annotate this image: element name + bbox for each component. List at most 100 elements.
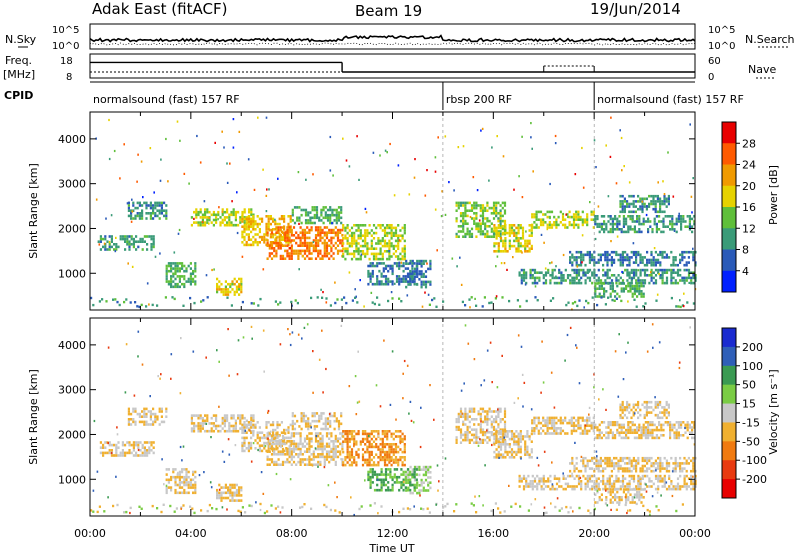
echo-cell <box>503 222 507 225</box>
echo-cell <box>499 437 503 441</box>
echo-cell <box>641 197 644 201</box>
echo-cell <box>625 436 628 440</box>
echo-cell <box>235 280 238 283</box>
echo-cell <box>607 282 610 285</box>
echo-cell <box>400 280 403 283</box>
echo-cell <box>611 290 614 293</box>
echo-cell <box>466 222 469 225</box>
echo-cell <box>420 262 423 265</box>
echo-cell <box>313 216 316 220</box>
echo-cell <box>252 243 255 247</box>
echo-cell <box>308 445 311 448</box>
echo-cell <box>597 253 600 257</box>
echo-cell <box>232 213 235 217</box>
near-range-cell <box>200 300 203 303</box>
echo-cell <box>479 209 482 212</box>
echo-cell <box>252 235 255 239</box>
echo-cell <box>519 237 522 240</box>
echo-cell <box>193 414 196 417</box>
echo-cell <box>245 222 248 226</box>
echo-cell <box>371 481 374 484</box>
echo-cell <box>227 491 230 495</box>
echo-cell <box>379 257 382 261</box>
echo-cell <box>355 239 358 243</box>
echo-cell <box>513 450 516 454</box>
echo-cell <box>473 222 476 225</box>
echo-cell <box>252 228 255 231</box>
noise-sky-trace <box>89 34 696 43</box>
echo-cell <box>124 237 127 241</box>
echo-cell <box>320 211 323 214</box>
echo-cell <box>643 271 647 274</box>
echo-cell <box>630 194 633 198</box>
echo-cell <box>577 226 580 229</box>
echo-cell <box>530 448 533 451</box>
echo-cell <box>185 481 188 484</box>
speckle-cell <box>673 229 676 232</box>
echo-cell <box>648 261 651 264</box>
echo-cell <box>154 420 157 424</box>
echo-cell <box>468 441 471 444</box>
echo-cell <box>311 208 314 212</box>
echo-cell <box>531 427 534 430</box>
echo-cell <box>104 441 107 444</box>
echo-cell <box>520 276 523 280</box>
echo-cell <box>250 436 253 440</box>
echo-cell <box>353 437 356 441</box>
echo-cell <box>403 437 406 441</box>
echo-cell <box>636 287 639 290</box>
echo-cell <box>288 228 291 232</box>
echo-cell <box>628 202 631 206</box>
echo-cell <box>418 270 421 273</box>
echo-cell <box>637 276 640 280</box>
echo-cell <box>319 234 322 237</box>
echo-cell <box>484 206 487 210</box>
speckle-cell <box>148 303 150 306</box>
echo-cell <box>397 255 400 258</box>
echo-cell <box>618 282 621 285</box>
echo-cell <box>546 226 549 229</box>
echo-cell <box>336 440 340 443</box>
echo-cell <box>636 220 639 223</box>
echo-cell <box>195 216 198 219</box>
echo-cell <box>199 221 202 224</box>
echo-cell <box>375 252 378 256</box>
echo-cell <box>328 252 331 255</box>
echo-cell <box>372 440 376 443</box>
echo-cell <box>330 239 333 242</box>
echo-cell <box>276 222 279 226</box>
echo-cell <box>400 277 403 281</box>
echo-cell <box>495 206 498 210</box>
speckle-cell <box>386 151 388 154</box>
echo-cell <box>130 235 133 238</box>
echo-cell <box>183 481 186 484</box>
echo-cell <box>651 230 654 234</box>
echo-cell <box>281 254 285 258</box>
echo-cell <box>145 420 148 424</box>
echo-cell <box>653 217 656 221</box>
echo-cell <box>667 411 670 414</box>
echo-cell <box>486 410 489 413</box>
echo-cell <box>614 421 617 424</box>
echo-cell <box>130 237 133 241</box>
echo-cell <box>566 276 570 280</box>
echo-cell <box>415 468 418 471</box>
echo-cell <box>670 279 673 282</box>
echo-cell <box>645 400 648 404</box>
echo-cell <box>400 473 403 476</box>
speckle-cell <box>176 120 179 123</box>
echo-cell <box>152 423 155 426</box>
echo-cell <box>299 450 302 453</box>
echo-cell <box>686 423 689 427</box>
echo-cell <box>254 423 257 427</box>
echo-cell <box>176 491 179 495</box>
cpid-segments: normalsound (fast) 157 RF rbsp 200 RF norm… <box>93 82 744 110</box>
echo-cell <box>399 252 402 256</box>
echo-cell <box>154 412 157 416</box>
echo-cell <box>519 456 522 459</box>
echo-cell <box>156 201 159 205</box>
echo-cell <box>479 204 482 207</box>
echo-cell <box>677 434 680 437</box>
echo-cell <box>535 218 538 221</box>
echo-cell <box>638 292 641 296</box>
